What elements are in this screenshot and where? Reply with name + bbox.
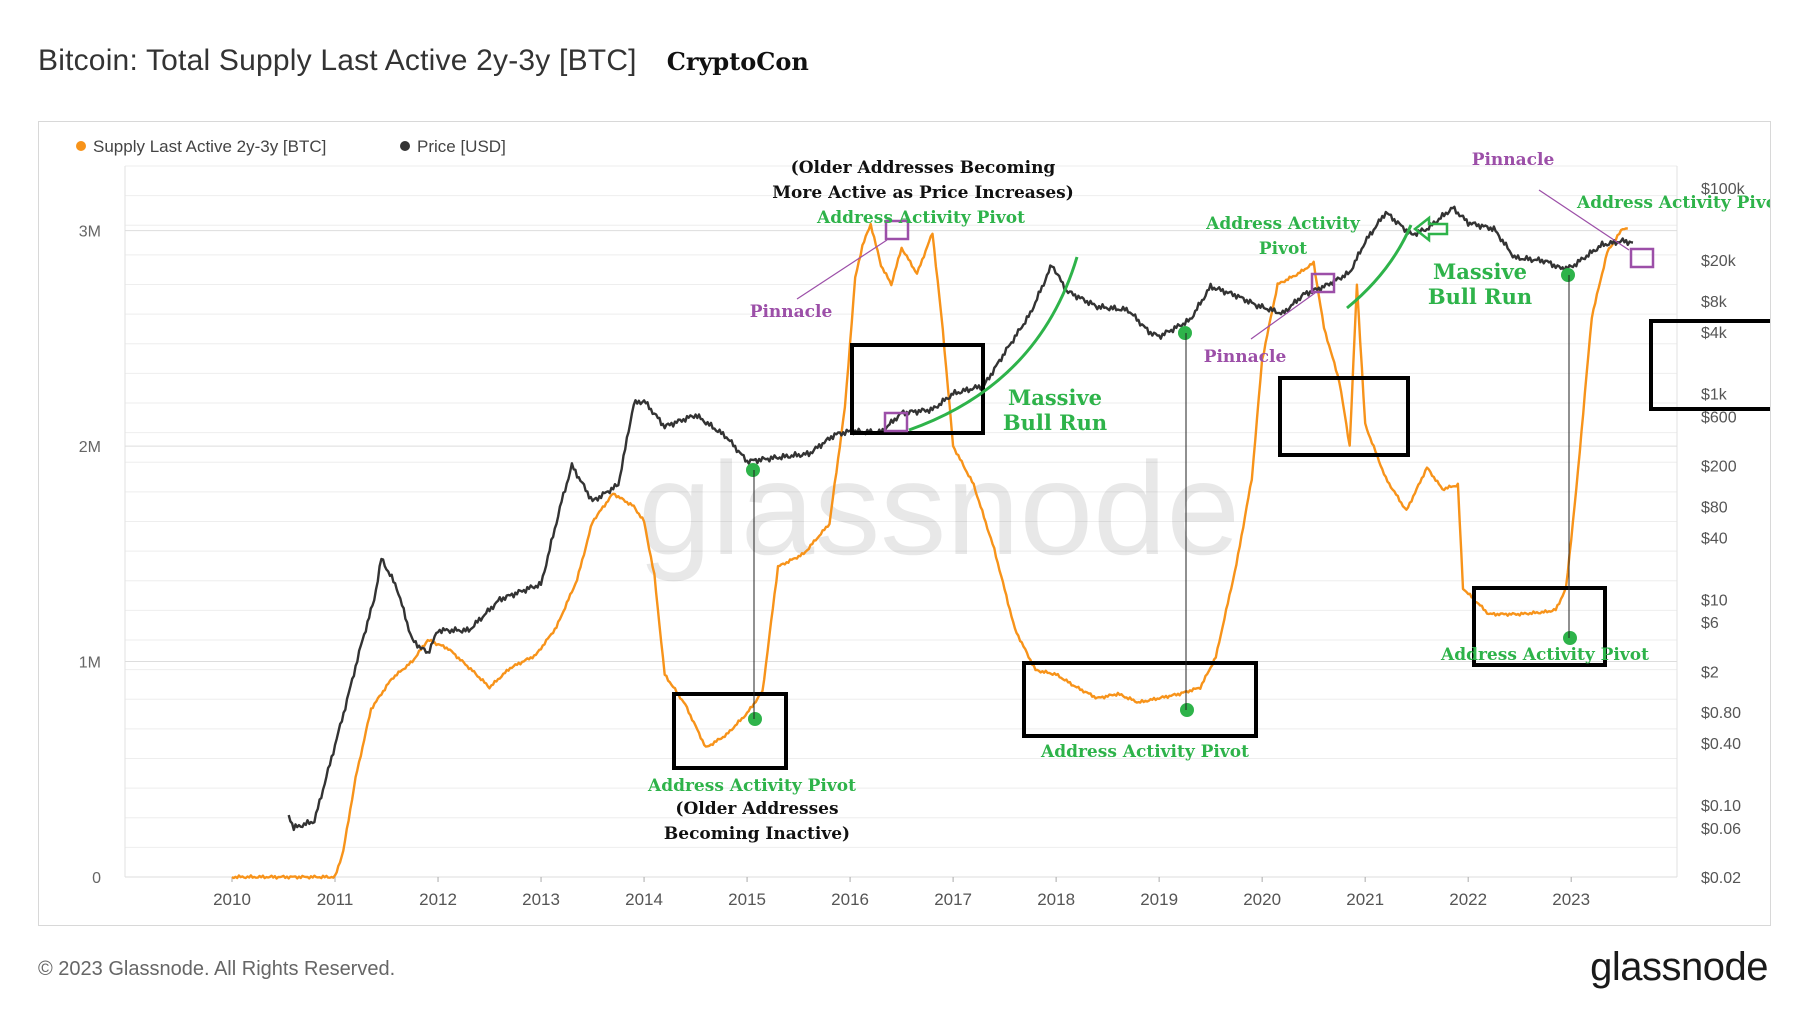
y-left-tick-label: 0 (92, 870, 101, 887)
pivot-label-2022: Address Activity Pivot (1440, 645, 1649, 665)
x-tick-label: 2021 (1346, 890, 1384, 909)
x-tick-label: 2012 (419, 890, 457, 909)
y-right-tick-label: $80 (1701, 500, 1728, 517)
y-right-tick-label: $1k (1701, 387, 1728, 404)
x-tick-label: 2020 (1243, 890, 1281, 909)
pivot-dot-2015-price (746, 463, 760, 477)
y-left-tick-label: 3M (79, 224, 101, 241)
pinnacle-pointer-2023 (1538, 189, 1630, 251)
pinnacle-pointer-2016 (796, 239, 888, 300)
note-older-inactive: Becoming Inactive) (664, 824, 850, 844)
y-right-tick-label: $0.10 (1701, 798, 1741, 815)
y-right-tick-label: $6 (1701, 615, 1719, 632)
y-right-tick-label: $200 (1701, 459, 1737, 476)
box-2019-bottom (1022, 661, 1258, 738)
chart-svg: glassnode 0 1M 2M 3M $0.02 $0.06 $0.10 $0.40 $0.8… (76, 137, 1770, 909)
bull-run-label-2017: Massive (1008, 385, 1102, 410)
y-right-tick-label: $100k (1701, 181, 1746, 198)
x-tick-label: 2015 (728, 890, 766, 909)
pinnacle-square-2016-price (883, 411, 909, 433)
legend-price-dot (400, 141, 410, 151)
pivot-label-2016: Address Activity Pivot (816, 208, 1025, 228)
y-right-tick-label: $0.40 (1701, 736, 1741, 753)
note-older-active: More Active as Price Increases) (772, 183, 1074, 203)
pinnacle-label-2020: Pinnacle (1204, 347, 1287, 367)
x-tick-label: 2023 (1552, 890, 1590, 909)
pivot-label-2019: Address Activity Pivot (1040, 742, 1249, 762)
pinnacle-square-2016 (884, 219, 910, 241)
box-2020-top (1278, 376, 1410, 457)
pivot-label-2015: Address Activity Pivot (647, 776, 856, 796)
x-tick-label: 2016 (831, 890, 869, 909)
chart-title: Bitcoin: Total Supply Last Active 2y-3y … (38, 44, 637, 77)
x-tick-label: 2018 (1037, 890, 1075, 909)
bull-run-curve-2021 (1346, 224, 1413, 310)
pivot-dot-2022-price (1561, 268, 1575, 282)
footer-copyright: © 2023 Glassnode. All Rights Reserved. (38, 958, 396, 980)
pivot-label-2020: Address Activity (1205, 214, 1361, 234)
pivot-label-2020: Pivot (1259, 239, 1307, 259)
watermark: glassnode (638, 435, 1240, 582)
y-right-tick-label: $10 (1701, 592, 1728, 609)
y-left-tick-label: 2M (79, 439, 101, 456)
box-2015-bottom (672, 692, 788, 770)
pinnacle-square-2023 (1629, 247, 1655, 269)
y-right-tick-label: $600 (1701, 410, 1737, 427)
pivot-dot-2022-supply (1563, 631, 1577, 645)
legend-supply-dot (76, 141, 86, 151)
y-right-tick-label: $20k (1701, 253, 1737, 270)
footer-logo: glassnode (1590, 945, 1768, 989)
bull-run-label-2021: Bull Run (1428, 284, 1532, 309)
y-right-tick-label: $4k (1701, 325, 1728, 342)
y-right-tick-label: $40 (1701, 530, 1728, 547)
legend-supply-label: Supply Last Active 2y-3y [BTC] (93, 137, 326, 156)
note-older-inactive: (Older Addresses (675, 799, 838, 819)
y-right-tick-label: $0.80 (1701, 705, 1741, 722)
title-row: Bitcoin: Total Supply Last Active 2y-3y … (38, 44, 809, 84)
series-supply-line (231, 222, 1628, 880)
box-2023-top (1649, 319, 1770, 411)
y-left-tick-label: 1M (79, 655, 101, 672)
bull-run-label-2021: Massive (1433, 259, 1527, 284)
y-right-tick-label: $0.02 (1701, 870, 1741, 887)
chart-frame: glassnode 0 1M 2M 3M $0.02 $0.06 $0.10 $0.40 $0.8… (38, 121, 1771, 926)
x-tick-label: 2019 (1140, 890, 1178, 909)
pivot-dot-2015-supply (748, 712, 762, 726)
pinnacle-label-2016: Pinnacle (750, 302, 833, 322)
pinnacle-label-2023: Pinnacle (1472, 150, 1555, 170)
legend-price-label: Price [USD] (417, 137, 506, 156)
x-tick-label: 2017 (934, 890, 972, 909)
pivot-label-2023: Address Activity Pivot (1576, 193, 1770, 213)
bull-run-label-2017: Bull Run (1003, 410, 1107, 435)
x-tick-label: 2010 (213, 890, 251, 909)
bull-run-arrow-icon (1412, 215, 1449, 243)
pivot-dot-2019-price (1178, 326, 1192, 340)
x-tick-label: 2011 (317, 890, 354, 909)
y-right-tick-label: $8k (1701, 294, 1728, 311)
note-older-active: (Older Addresses Becoming (791, 158, 1056, 178)
x-tick-label: 2014 (625, 890, 663, 909)
box-2022-bottom (1472, 586, 1607, 667)
x-tick-label: 2013 (522, 890, 560, 909)
box-2016-top (850, 343, 985, 435)
pinnacle-square-2020 (1310, 272, 1336, 294)
pivot-dot-2019-supply (1180, 703, 1194, 717)
pinnacle-pointer-2020 (1250, 292, 1316, 340)
y-right-tick-label: $0.06 (1701, 821, 1741, 838)
x-tick-label: 2022 (1449, 890, 1487, 909)
y-right-tick-label: $2 (1701, 664, 1719, 681)
author-label: CryptoCon (666, 47, 809, 76)
bull-run-curve-2017 (908, 256, 1079, 432)
